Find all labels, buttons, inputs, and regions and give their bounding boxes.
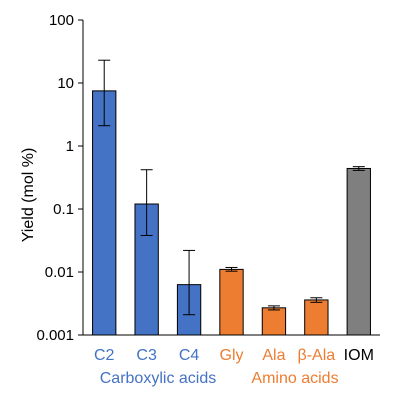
- group-label-amino-acids: Amino acids: [251, 370, 338, 387]
- category-label: C2: [94, 347, 115, 364]
- y-tick-label: 0.001: [36, 327, 74, 344]
- bar-ala: [262, 308, 285, 335]
- category-label: C4: [179, 347, 200, 364]
- bars-layer: [93, 91, 371, 335]
- y-tick-label: 1: [66, 138, 74, 155]
- category-label: β-Ala: [298, 347, 336, 364]
- category-label: IOM: [344, 347, 374, 364]
- y-axis-title: Yield (mol %): [20, 148, 37, 243]
- bar-c2: [93, 91, 116, 335]
- category-labels-layer: C2 C3 C4 Gly Ala β-Ala IOM: [94, 347, 374, 364]
- bar--ala: [305, 300, 328, 335]
- bar-iom: [347, 168, 370, 335]
- category-label: C3: [136, 347, 157, 364]
- y-tick-label: 10: [57, 75, 74, 92]
- y-tick-label: 0.01: [45, 264, 74, 281]
- y-tick-label: 0.1: [53, 201, 74, 218]
- y-tick-label: 100: [49, 12, 74, 29]
- category-label: Gly: [220, 347, 244, 364]
- y-ticks-layer: 100 10 1 0.1 0.01 0.001: [36, 12, 83, 344]
- bar-gly: [220, 269, 243, 335]
- category-label: Ala: [262, 347, 285, 364]
- group-label-carboxylic-acids: Carboxylic acids: [100, 370, 216, 387]
